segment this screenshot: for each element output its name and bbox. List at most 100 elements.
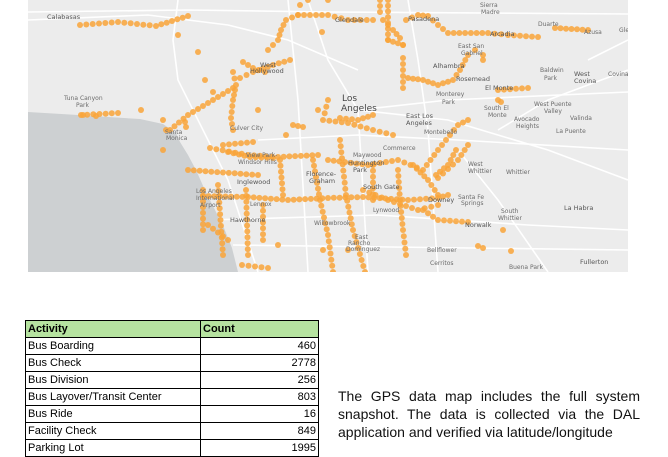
gps-point: [243, 187, 249, 193]
activity-cell: Bus Ride: [25, 405, 201, 423]
gps-point: [249, 171, 256, 178]
gps-point: [140, 21, 147, 28]
gps-point: [230, 97, 236, 103]
gps-point: [400, 55, 406, 61]
map-points: [77, 0, 591, 272]
map-place-label: Park: [76, 102, 89, 109]
gps-point: [207, 145, 213, 151]
map-place-label: West: [574, 70, 590, 78]
gps-point: [319, 208, 326, 215]
map-place-label: Downey: [428, 196, 454, 204]
map-place-label: East: [355, 234, 369, 241]
map-place-label: South Gate: [363, 183, 400, 191]
gps-point: [163, 127, 169, 133]
gps-point: [210, 97, 216, 103]
gps-point: [244, 240, 251, 247]
gps-point: [337, 115, 343, 121]
gps-point: [370, 17, 376, 23]
gps-point: [338, 149, 345, 156]
map-place-label: Whittier: [468, 168, 492, 175]
gps-point: [252, 154, 259, 161]
gps-point: [260, 219, 266, 226]
map-place-label: Springs: [461, 200, 484, 207]
gps-point: [280, 192, 286, 198]
gps-point: [279, 180, 285, 187]
gps-point: [214, 169, 221, 176]
gps-point: [295, 12, 301, 18]
gps-point: [563, 25, 569, 32]
map-place-label: East Los: [406, 112, 434, 120]
gps-point: [230, 127, 236, 133]
gps-point: [445, 192, 451, 198]
gps-point: [431, 187, 438, 193]
gps-point: [401, 239, 408, 246]
map-place-label: Fullerton: [580, 258, 608, 266]
gps-point: [498, 31, 505, 38]
map-roads: [28, 0, 628, 272]
gps-point: [445, 78, 451, 85]
gps-point: [349, 116, 355, 123]
gps-point: [458, 152, 465, 158]
gps-point: [200, 209, 206, 216]
gps-point: [232, 87, 238, 93]
map-place-label: Hollywood: [250, 67, 284, 75]
map-place-label: International: [196, 195, 235, 202]
gps-point: [190, 167, 197, 174]
gps-point: [226, 141, 232, 148]
gps-point: [385, 197, 391, 203]
gps-point: [339, 161, 346, 168]
gps-point: [479, 30, 486, 36]
gps-point: [287, 57, 293, 63]
gps-point: [585, 27, 591, 33]
gps-point: [363, 125, 370, 132]
gps-point: [440, 26, 446, 32]
gps-point: [200, 103, 206, 109]
gps-point: [163, 19, 170, 26]
gps-point: [321, 110, 328, 117]
map-place-label: Florence-: [306, 170, 337, 178]
gps-point: [283, 17, 289, 23]
gps-point: [505, 32, 511, 38]
gps-point: [176, 119, 182, 126]
gps-point: [405, 75, 411, 81]
gps-point: [316, 191, 322, 198]
map-place-label: Whittier: [498, 215, 522, 222]
activity-count-table: Activity Count Bus Boarding 460 Bus Check 2…: [25, 320, 319, 457]
gps-point: [519, 85, 525, 92]
gps-point: [357, 17, 364, 23]
gps-point: [453, 218, 459, 225]
gps-point: [283, 132, 289, 138]
gps-point: [347, 159, 354, 166]
map-place-label: Bellflower: [427, 247, 457, 254]
gps-point: [169, 18, 175, 24]
gps-point: [228, 115, 234, 121]
gps-point: [322, 220, 329, 227]
gps-point: [402, 245, 409, 252]
road: [257, 134, 628, 151]
map-place-label: Airport: [200, 202, 221, 209]
gps-point: [403, 203, 409, 209]
gps-point: [297, 152, 304, 159]
gps-point: [232, 140, 238, 147]
gps-point: [195, 49, 201, 55]
map-place-label: Rancho: [348, 240, 371, 247]
gps-point: [195, 106, 201, 112]
gps-point: [428, 203, 435, 210]
map-place-label: Culver City: [230, 125, 263, 132]
gps-point: [277, 162, 284, 169]
road: [207, 214, 628, 231]
gps-point: [480, 52, 486, 58]
gps-point: [435, 22, 441, 28]
map-place-label: Alhambra: [433, 62, 464, 70]
gps-point: [346, 209, 353, 216]
gps-point: [390, 132, 396, 138]
gps-point: [210, 225, 216, 232]
gps-point: [465, 219, 471, 225]
gps-point: [229, 121, 235, 127]
activity-cell: Bus Layover/Transit Center: [25, 388, 201, 406]
map-place-label: Huntington: [348, 159, 384, 167]
gps-point: [244, 246, 251, 253]
map-place-label: South El: [484, 105, 509, 112]
map-place-label: Montebello: [424, 129, 458, 136]
